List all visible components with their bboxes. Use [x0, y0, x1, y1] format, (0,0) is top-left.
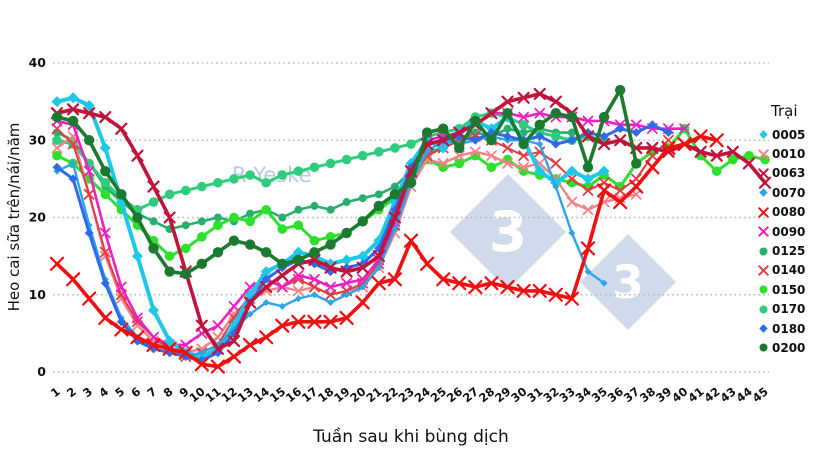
series-0200 [51, 84, 642, 280]
y-tick-label: 10 [29, 287, 47, 302]
y-tick-label: 30 [29, 132, 47, 147]
x-tick-label: 7 [144, 384, 159, 400]
legend-item-0180: 0180 [757, 319, 819, 338]
legend-label: 0200 [772, 340, 806, 355]
legend-label: 0180 [772, 321, 806, 336]
series-0080 [49, 129, 724, 374]
watermark-diamond-logo [580, 234, 676, 330]
legend-label: 0010 [772, 147, 806, 162]
circle-marker-icon [759, 247, 768, 256]
legend: Trại 0005 0010 0063 0070 0080 0090 0125 0140 015… [757, 102, 819, 358]
legend-label: 0005 [772, 127, 806, 142]
x-marker-icon [758, 207, 769, 218]
legend-items: 0005 0010 0063 0070 0080 0090 0125 0140 0150 0170… [757, 125, 819, 358]
circle-marker-icon [759, 285, 768, 294]
x-tick-label: 45 [750, 384, 771, 405]
x-tick-label: 6 [128, 384, 143, 400]
legend-item-0005: 0005 [757, 125, 819, 144]
y-tick-label: 20 [29, 210, 47, 225]
legend-label: 0140 [772, 263, 806, 278]
legend-label: 0063 [772, 166, 806, 181]
legend-label: 0070 [772, 185, 806, 200]
legend-label: 0080 [772, 205, 806, 220]
x-tick-label: 4 [96, 384, 111, 400]
x-tick-label: 1 [48, 384, 63, 400]
legend-item-0063: 0063 [757, 164, 819, 183]
legend-label: 0150 [772, 282, 806, 297]
diamond-marker-icon [759, 188, 768, 198]
x-marker-icon [758, 226, 769, 237]
legend-label: 0090 [772, 224, 806, 239]
legend-item-0080: 0080 [757, 203, 819, 222]
x-tick-label: 8 [161, 384, 176, 400]
legend-title: Trại [771, 102, 798, 120]
legend-item-0170: 0170 [757, 300, 819, 319]
legend-item-0090: 0090 [757, 222, 819, 241]
legend-label: 0170 [772, 302, 806, 317]
watermark-diamond-logo [450, 174, 566, 290]
y-axis-title: Heo cai sữa trên/nái/năm [5, 122, 23, 312]
x-tick-label: 2 [64, 384, 79, 400]
legend-item-0070: 0070 [757, 183, 819, 202]
diamond-marker-icon [759, 324, 768, 333]
legend-item-0150: 0150 [757, 280, 819, 299]
legend-item-0140: 0140 [757, 261, 819, 280]
y-tick-label: 0 [37, 364, 46, 379]
legend-item-0125: 0125 [757, 241, 819, 260]
x-tick-label: 3 [80, 384, 95, 400]
x-marker-icon [758, 148, 769, 160]
legend-item-0010: 0010 [757, 144, 819, 163]
legend-item-0200: 0200 [757, 338, 819, 357]
y-tick-label: 40 [29, 55, 47, 70]
circle-marker-icon [759, 343, 768, 352]
watermark-digit: 3 [612, 256, 644, 309]
legend-label: 0125 [772, 244, 806, 259]
circle-marker-icon [759, 305, 768, 314]
x-axis-title: Tuần sau khi bùng dịch [313, 427, 509, 447]
x-tick-label: 5 [112, 384, 127, 400]
x-marker-icon [758, 265, 769, 276]
x-marker-icon [758, 168, 769, 179]
watermark-digit: 3 [489, 200, 527, 264]
diamond-marker-icon [759, 130, 768, 139]
